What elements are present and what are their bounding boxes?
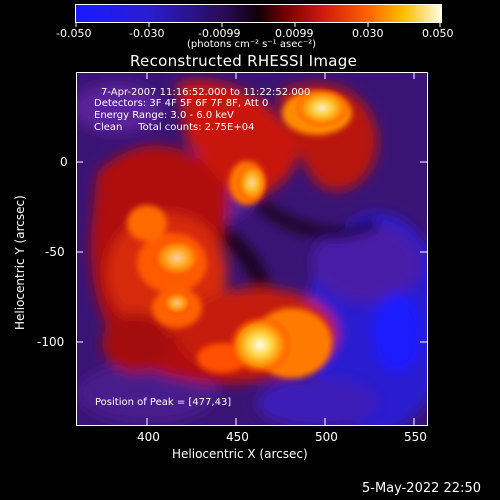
x-tick-label: 450 [226,430,249,444]
colorbar-tick-label: -0.0099 [198,27,241,40]
colorbar-tick-label: -0.030 [129,27,165,40]
rhessi-image-frame [76,72,428,426]
y-tick-label: -100 [37,335,65,349]
annotation-time: 7-Apr-2007 11:16:52.000 to 11:22:52.000 [101,87,311,98]
annotation-detectors: Detectors: 3F 4F 5F 6F 7F 8F, Att 0 [94,98,269,109]
x-tick-label: 500 [315,430,338,444]
colorbar-tick-label: -0.050 [56,27,92,40]
colorbar-tick-label: 0.050 [422,27,454,40]
y-tick-label: 0 [60,155,68,169]
plot-title: Reconstructed RHESSI Image [130,52,358,70]
y-axis-title: Heliocentric Y (arcsec) [13,195,27,330]
x-axis-title: Heliocentric X (arcsec) [172,447,308,461]
annotation-energy: Energy Range: 3.0 - 6.0 keV [94,110,234,121]
y-tick-label: -50 [45,245,65,259]
colorbar-unit-label: (photons cm⁻² s⁻¹ asec⁻²) [187,39,317,50]
x-tick-label: 550 [404,430,427,444]
colorbar [75,4,442,23]
annotation-clean: Clean Total counts: 2.75E+04 [94,122,255,133]
annotation-peak: Position of Peak = [477,43] [95,397,232,408]
colorbar-ticks [75,22,441,27]
colorbar-tick-label: 0.0099 [275,27,314,40]
colorbar-gradient [76,5,441,22]
x-tick-label: 400 [137,430,160,444]
colorbar-tick-label: 0.030 [352,27,384,40]
footer-date: 5-May-2022 22:50 [362,481,481,496]
rhessi-image [77,73,427,425]
